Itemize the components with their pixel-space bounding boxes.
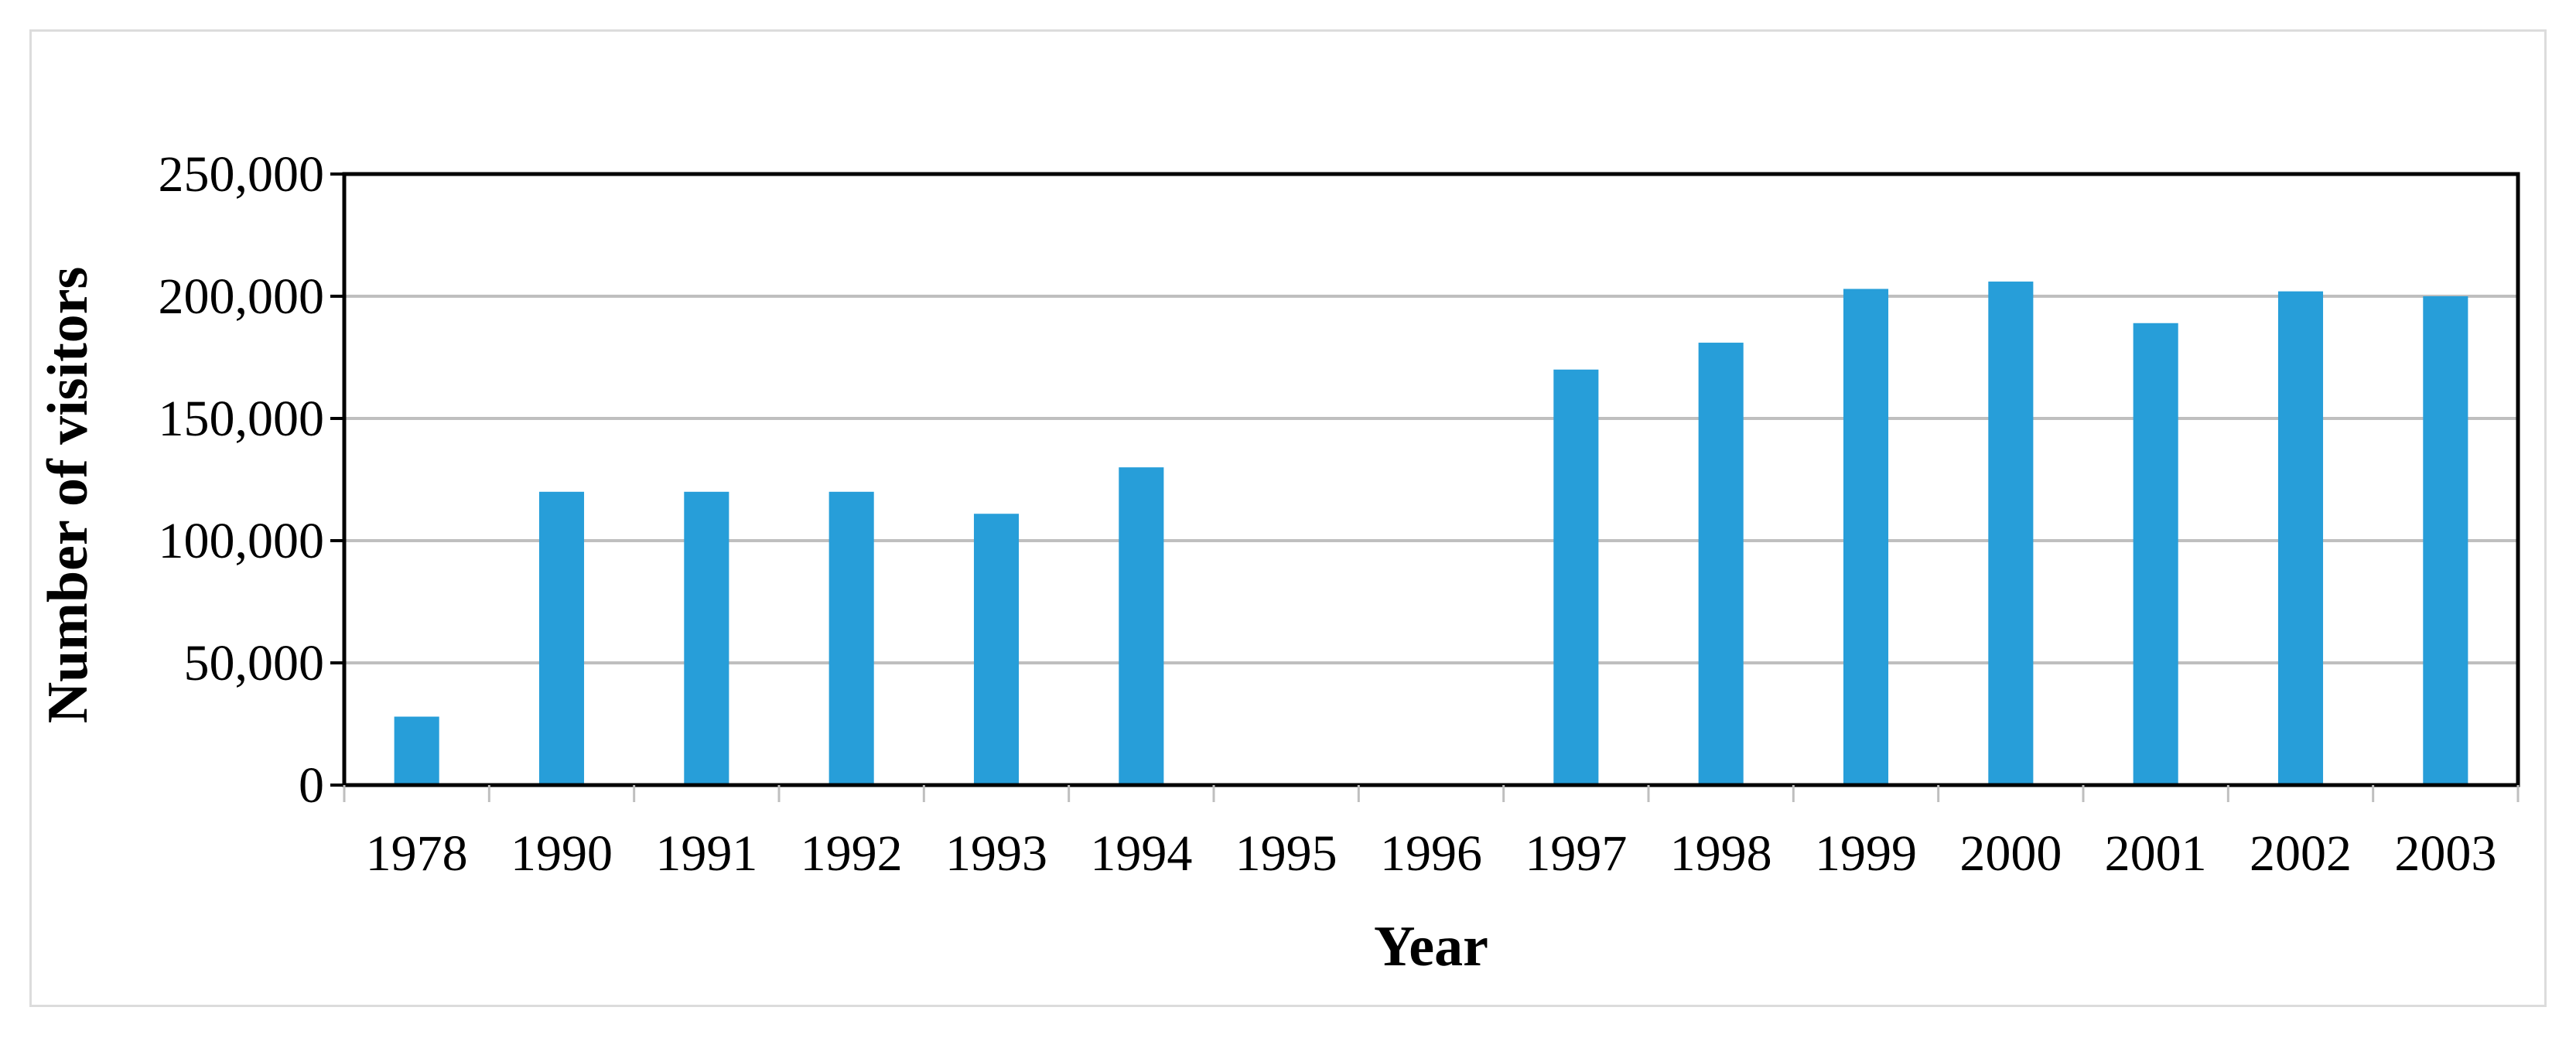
x-tick-label: 1997 bbox=[1525, 825, 1627, 882]
x-tick-label: 1992 bbox=[801, 825, 903, 882]
bar-1978 bbox=[394, 716, 439, 785]
bar-1991 bbox=[684, 491, 729, 785]
x-tick-label: 2000 bbox=[1959, 825, 2062, 882]
x-tick-label: 1996 bbox=[1380, 825, 1482, 882]
y-tick-label: 250,000 bbox=[159, 146, 325, 203]
x-tick-label: 2002 bbox=[2250, 825, 2352, 882]
x-tick-label: 1978 bbox=[366, 825, 468, 882]
bar-1990 bbox=[538, 491, 585, 785]
y-tick-label: 100,000 bbox=[159, 513, 325, 569]
bar-1992 bbox=[828, 491, 874, 785]
bar-1993 bbox=[973, 514, 1020, 785]
y-axis-ticks: 0 50,000 100,000 150,000 200,000 250,000 bbox=[159, 146, 344, 814]
y-axis-title: Number of visitors bbox=[36, 267, 100, 724]
x-axis-title: Year bbox=[1374, 915, 1488, 978]
x-tick-label: 1993 bbox=[945, 825, 1047, 882]
x-axis-ticks: 1978 1990 1991 1992 1993 1994 1995 1996 1997 1998… bbox=[343, 785, 2520, 882]
plot-area-border bbox=[342, 172, 2520, 787]
bar-2003 bbox=[2423, 296, 2468, 785]
bar-1998 bbox=[1698, 343, 1744, 785]
bar-1997 bbox=[1553, 369, 1599, 785]
x-tick-label: 1995 bbox=[1235, 825, 1338, 882]
bars bbox=[394, 282, 2468, 785]
x-tick-label: 1990 bbox=[511, 825, 613, 882]
bar-2002 bbox=[2277, 291, 2324, 785]
chart-frame bbox=[29, 29, 2547, 1007]
x-tick-label: 2003 bbox=[2394, 825, 2496, 882]
y-tick-label: 50,000 bbox=[184, 635, 325, 691]
x-tick-label: 1999 bbox=[1815, 825, 1917, 882]
x-tick-label: 1994 bbox=[1090, 825, 1192, 882]
bar-1999 bbox=[1843, 289, 1889, 785]
y-tick-label: 150,000 bbox=[159, 391, 325, 447]
x-tick-label: 1991 bbox=[655, 825, 757, 882]
x-tick-label: 2001 bbox=[2105, 825, 2207, 882]
bar-2000 bbox=[1988, 282, 2034, 785]
y-tick-label: 200,000 bbox=[159, 268, 325, 325]
gridlines bbox=[344, 295, 2518, 664]
bar-1994 bbox=[1119, 467, 1164, 785]
bar-2001 bbox=[2133, 323, 2178, 785]
y-tick-label: 0 bbox=[299, 757, 324, 814]
x-tick-label: 1998 bbox=[1670, 825, 1772, 882]
